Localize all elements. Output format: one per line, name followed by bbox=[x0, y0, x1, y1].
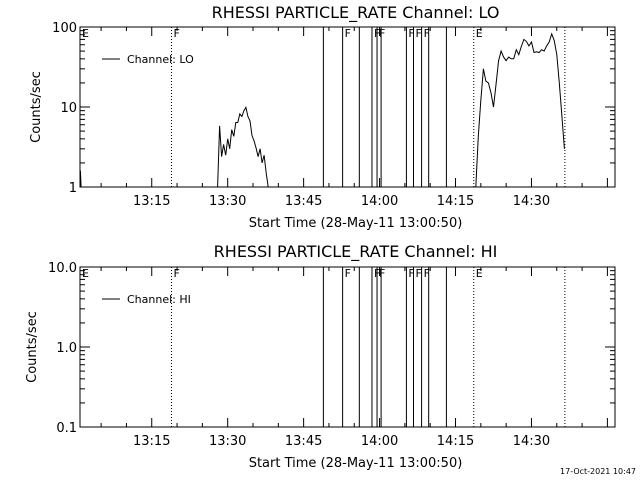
chart-0-plot-frame bbox=[79, 26, 616, 188]
chart-0-x-tick-label: 14:00 bbox=[361, 194, 398, 209]
chart-1-legend-entry: Channel: HI bbox=[127, 293, 191, 306]
chart-0-x-tick-label: 13:45 bbox=[285, 194, 322, 209]
chart-0-x-tick-label: 13:30 bbox=[209, 194, 246, 209]
chart-1-y-tick-label: 0.1 bbox=[56, 421, 77, 436]
chart-0-flag-label: F bbox=[408, 27, 414, 40]
chart-1-x-tick-label: 13:15 bbox=[133, 434, 170, 449]
footer-date: 17-Oct-2021 10:47 bbox=[560, 467, 636, 476]
chart-1-flag-label: F bbox=[379, 267, 385, 280]
chart-0-flag-label: F bbox=[415, 27, 421, 40]
chart-0-x-tick-label: 13:15 bbox=[133, 194, 170, 209]
chart-0-flag-label: E bbox=[476, 27, 483, 40]
chart-0-y-tick-label: 100 bbox=[52, 21, 77, 36]
chart-1-x-tick-label: 13:45 bbox=[285, 434, 322, 449]
chart-1-title: RHESSI PARTICLE_RATE Channel: HI bbox=[214, 242, 498, 262]
chart-0-x-tick-label: 14:15 bbox=[437, 194, 474, 209]
chart-0-x-axis-label: Start Time (28-May-11 13:00:50) bbox=[249, 216, 463, 231]
chart-0-flag-label: F bbox=[379, 27, 385, 40]
chart-1-y-tick-label: 1.0 bbox=[56, 341, 77, 356]
chart-0-legend-entry: Channel: LO bbox=[127, 53, 194, 66]
chart-1-flag-label: F bbox=[173, 267, 179, 280]
chart-1-plot-frame bbox=[79, 266, 616, 428]
chart-1-x-tick-label: 14:15 bbox=[437, 434, 474, 449]
chart-1-flag-label: E bbox=[82, 267, 89, 280]
chart-1-x-axis-label: Start Time (28-May-11 13:00:50) bbox=[249, 456, 463, 471]
chart-0-y-axis-label: Counts/sec bbox=[29, 71, 44, 143]
chart-0-flag-label: F bbox=[173, 27, 179, 40]
chart-0-series-line bbox=[217, 105, 269, 188]
chart-1-y-axis-label: Counts/sec bbox=[25, 311, 40, 383]
chart-0-series-line bbox=[475, 32, 565, 188]
chart-1-flag-label: F bbox=[345, 267, 351, 280]
chart-0-title: RHESSI PARTICLE_RATE Channel: LO bbox=[212, 3, 500, 23]
chart-1-y-tick-label: 10.0 bbox=[48, 261, 77, 276]
chart-1-flag-label: F bbox=[424, 267, 430, 280]
chart-0-flag-label: E bbox=[82, 27, 89, 40]
chart-1-x-tick-label: 13:30 bbox=[209, 434, 246, 449]
chart-0-x-tick-label: 14:30 bbox=[513, 194, 550, 209]
chart-1-x-tick-label: 14:00 bbox=[361, 434, 398, 449]
chart-1-x-tick-label: 14:30 bbox=[513, 434, 550, 449]
chart-1-flag-label: F bbox=[415, 267, 421, 280]
chart-0-series-line bbox=[79, 170, 82, 188]
chart-0-y-tick-label: 1 bbox=[69, 181, 77, 196]
chart-0-flag-label: F bbox=[345, 27, 351, 40]
chart-0-flag-label: F bbox=[424, 27, 430, 40]
chart-1-flag-label: E bbox=[476, 267, 483, 280]
chart-1-flag-label: F bbox=[408, 267, 414, 280]
chart-0-y-tick-label: 10 bbox=[60, 101, 77, 116]
